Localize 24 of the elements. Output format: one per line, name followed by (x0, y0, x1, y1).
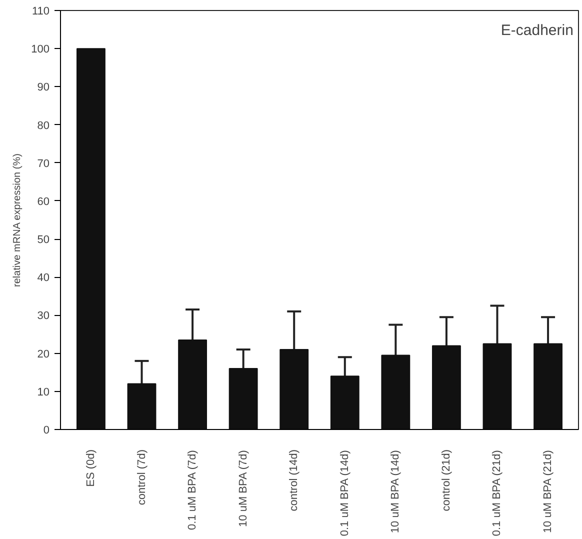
y-tick-label: 0 (43, 424, 50, 436)
x-tick-label: 0.1 uM BPA (21d) (491, 450, 504, 536)
y-axis-title: relative mRNA expression (%) (12, 154, 24, 287)
y-tick-label: 110 (32, 6, 50, 18)
annotation: E-cadherin (500, 22, 574, 39)
x-tick-label: control (7d) (136, 449, 148, 506)
x-tick-label: control (21d) (440, 449, 452, 512)
x-tick-label: 0.1 uM BPA (14d) (338, 450, 351, 536)
x-tick-label: 0.1 uM BPA (7d) (186, 450, 199, 530)
y-tick-label: 40 (37, 272, 50, 284)
x-tick-label: 10 uM BPA (7d) (237, 450, 250, 527)
x-tick-label: 10 uM BPA (14d) (390, 450, 402, 534)
y-tick-label: 10 (37, 386, 50, 398)
y-tick-label: 90 (37, 82, 50, 94)
y-tick-label: 50 (37, 234, 50, 246)
y-tick-label: 70 (37, 158, 50, 170)
y-tick-label: 30 (37, 310, 50, 322)
y-tick-label: 60 (37, 196, 50, 208)
x-tick-label: control (14d) (288, 449, 300, 512)
x-tick-label: ES (0d) (84, 449, 97, 487)
y-tick-label: 20 (37, 348, 50, 360)
x-tick-label: 10 uM BPA (21d) (542, 450, 554, 534)
y-tick-label: 100 (31, 44, 50, 56)
y-tick-label: 80 (37, 120, 50, 132)
